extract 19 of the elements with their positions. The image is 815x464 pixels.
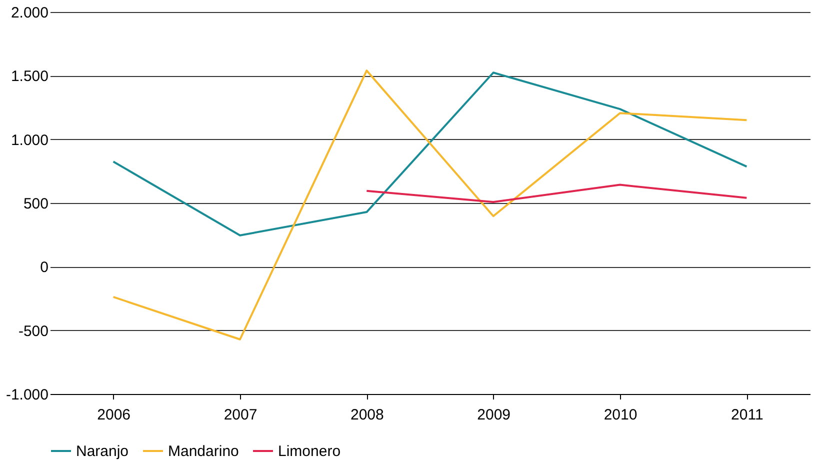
line-series xyxy=(366,184,748,203)
x-tick-label: 2010 xyxy=(604,406,638,424)
legend-label: Mandarino xyxy=(168,443,239,460)
y-tick-label: 0 xyxy=(40,259,48,276)
x-tick-label: 2007 xyxy=(224,406,258,424)
y-tick-label: 500 xyxy=(23,196,48,212)
x-tick-label: 2006 xyxy=(97,406,131,424)
x-tick-label: 2008 xyxy=(350,406,384,424)
line-series xyxy=(112,70,748,340)
y-tick-label: 1.000 xyxy=(10,132,48,149)
x-tick-label: 2009 xyxy=(477,406,511,424)
y-tick-label: -500 xyxy=(18,322,48,340)
y-tick-label: 1.500 xyxy=(10,68,48,86)
legend-label: Limonero xyxy=(278,443,341,460)
legend-label: Naranjo xyxy=(76,443,129,460)
y-tick-label: 2.000 xyxy=(10,4,48,22)
line-series xyxy=(112,72,748,236)
y-tick-label: -1.000 xyxy=(6,386,48,404)
x-tick-label: 2011 xyxy=(731,406,764,424)
